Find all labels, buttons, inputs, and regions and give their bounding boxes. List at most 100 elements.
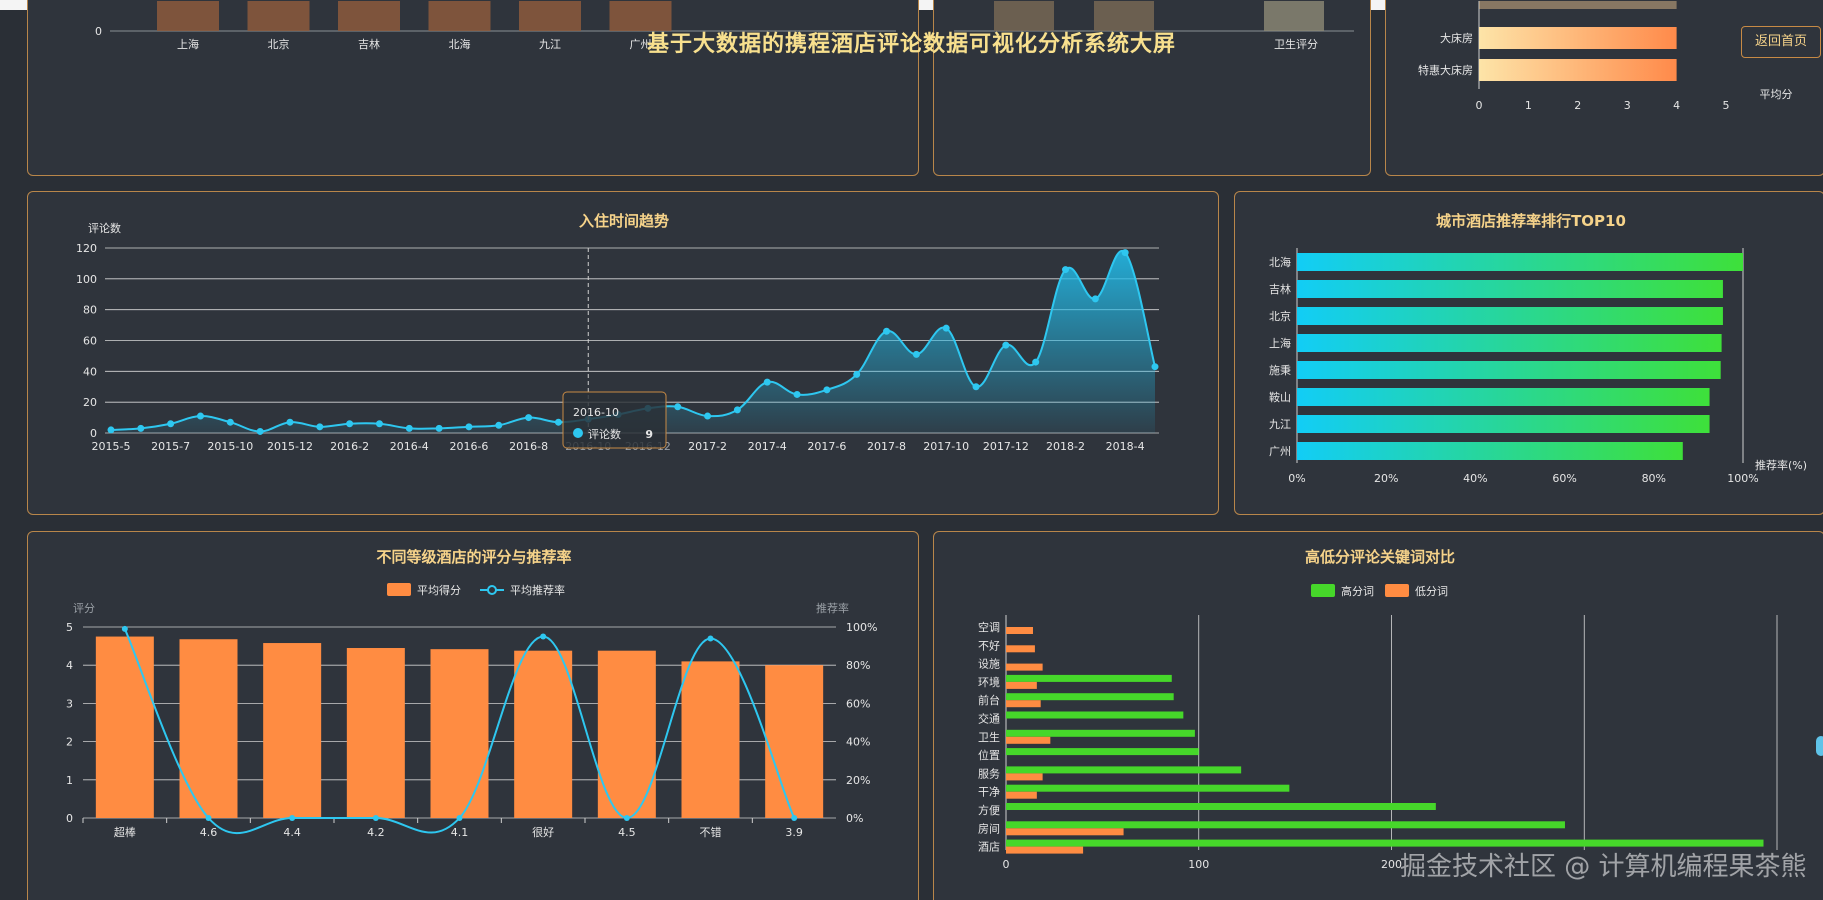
x-tick-label: 2016-8 <box>509 440 548 453</box>
back-home-button[interactable]: 返回首页 <box>1741 26 1821 58</box>
score-bar <box>681 661 740 818</box>
y-tick-label: 不好 <box>978 638 1000 652</box>
y-tick-label: 上海 <box>1269 336 1291 350</box>
x-tick-label: 2015-12 <box>267 440 313 453</box>
y-tick-label: 前台 <box>978 693 1000 707</box>
trend-point <box>1151 363 1159 371</box>
score-bar <box>95 636 154 818</box>
low-keyword-bar <box>1006 828 1124 836</box>
x-tick-label: 80% <box>1642 472 1666 485</box>
recommend-line <box>123 628 796 835</box>
recommend-bar <box>1297 361 1721 379</box>
x-tick-label: 2018-2 <box>1046 440 1085 453</box>
y-tick-label-right: 40% <box>846 736 870 749</box>
trend-point <box>674 403 682 411</box>
x-tick-label: 吉林 <box>358 37 380 51</box>
x-tick-label: 40% <box>1463 472 1487 485</box>
y-tick-label: 1 <box>66 774 73 787</box>
x-tick-label: 100% <box>1727 472 1758 485</box>
x-tick-label: 北京 <box>268 37 290 51</box>
y-tick-label: 120 <box>76 242 97 255</box>
x-tick-label: 上海 <box>177 37 199 51</box>
y-tick-label: 施秉 <box>1269 363 1291 377</box>
x-tick-label: 九江 <box>539 38 561 51</box>
low-keyword-bar <box>1006 846 1084 854</box>
high-keyword-bar <box>1006 748 1199 756</box>
high-keyword-bar <box>1006 821 1565 829</box>
rating-bar <box>1264 1 1324 31</box>
y-tick-label: 0 <box>95 25 102 38</box>
trend-point <box>912 350 920 358</box>
x-tick-label: 2016-4 <box>390 440 429 453</box>
x-tick-label: 0% <box>1288 472 1305 485</box>
low-keyword-bar <box>1006 773 1043 781</box>
recommend-bar <box>1297 253 1743 271</box>
y-axis-title: 评分 <box>73 602 95 615</box>
y-tick-label: 房间 <box>978 822 1000 835</box>
x-tick-label: 2017-4 <box>748 440 787 453</box>
legend-line-marker <box>487 585 497 595</box>
y-tick-label: 服务 <box>978 767 1000 780</box>
legend-high-swatch <box>1311 584 1335 597</box>
rating-bar-chart: 卫生评分 <box>954 1 1354 51</box>
score-bar <box>597 650 656 818</box>
low-keyword-bar <box>1006 681 1037 689</box>
city-bar <box>338 1 400 31</box>
y-tick-label: 40 <box>83 365 97 378</box>
score-bar <box>346 648 405 818</box>
x-tick-label: 0 <box>1003 858 1010 871</box>
recommend-point <box>456 815 463 821</box>
y-tick-label: 80 <box>83 304 97 317</box>
x-tick-label: 2017-6 <box>807 440 846 453</box>
recommend-bar <box>1297 415 1710 433</box>
low-keyword-bar <box>1006 791 1037 799</box>
y-tick-label-right: 80% <box>846 659 870 672</box>
chart-title: 城市酒店推荐率排行TOP10 <box>1436 212 1626 230</box>
tooltip-title: 2016-10 <box>573 406 619 419</box>
score-bar <box>179 639 238 818</box>
recommend-point <box>205 815 212 821</box>
y-tick-label-right: 20% <box>846 774 870 787</box>
x-tick-label: 2016-2 <box>330 440 369 453</box>
chart-title: 入住时间趋势 <box>579 212 669 230</box>
recommend-point <box>707 635 714 642</box>
trend-point <box>525 414 533 422</box>
x-tick-label: 2017-12 <box>983 440 1029 453</box>
recommend-point <box>791 815 798 821</box>
trend-point <box>167 420 175 428</box>
trend-panel: 入住时间趋势 评论数 0 20 40 60 80 100 120 2015-5 2015-7 2015… <box>27 191 1219 515</box>
y-tick-label: 酒店 <box>978 840 1000 854</box>
page-title: 基于大数据的携程酒店评论数据可视化分析系统大屏 <box>646 32 1176 57</box>
x-tick-label: 2015-5 <box>92 440 131 453</box>
trend-point <box>942 324 950 332</box>
trend-point <box>1002 341 1010 349</box>
legend-high-label: 高分词 <box>1341 584 1374 598</box>
x-tick-label: 2015-7 <box>151 440 190 453</box>
trend-point <box>1062 266 1070 274</box>
city-bar-chart: 0 上海 北京 吉林 北海 九江 广州 <box>95 1 896 51</box>
trend-point <box>405 424 413 432</box>
room-type-panel: 大床房 特惠大床房 0 1 2 3 4 5 平均分 <box>1385 0 1823 176</box>
y-tick-label: 特惠大床房 <box>1418 63 1473 77</box>
recommend-point <box>540 633 547 640</box>
tooltip-box <box>562 391 667 449</box>
x-tick-label: 4 <box>1673 99 1680 112</box>
y-tick-label: 环境 <box>978 675 1000 689</box>
high-keyword-bar <box>1006 839 1764 847</box>
scroll-indicator[interactable] <box>1816 736 1823 756</box>
low-keyword-bar <box>1006 663 1043 671</box>
trend-point <box>196 412 204 420</box>
trend-point <box>226 418 234 426</box>
x-tick-label: 2 <box>1574 99 1581 112</box>
x-tick-label: 超棒 <box>114 825 136 839</box>
y-tick-label: 干净 <box>978 785 1000 799</box>
x-tick-label: 20% <box>1374 472 1398 485</box>
room-bar-hidden <box>1479 1 1677 9</box>
y-tick-label: 广州 <box>1269 445 1291 458</box>
tooltip-value: 9 <box>645 428 653 441</box>
x-tick-label: 100 <box>1188 858 1209 871</box>
recommend-bar <box>1297 280 1723 298</box>
y-tick-label: 吉林 <box>1269 282 1291 296</box>
y-tick-label-right: 60% <box>846 697 870 710</box>
score-bar <box>514 650 573 818</box>
